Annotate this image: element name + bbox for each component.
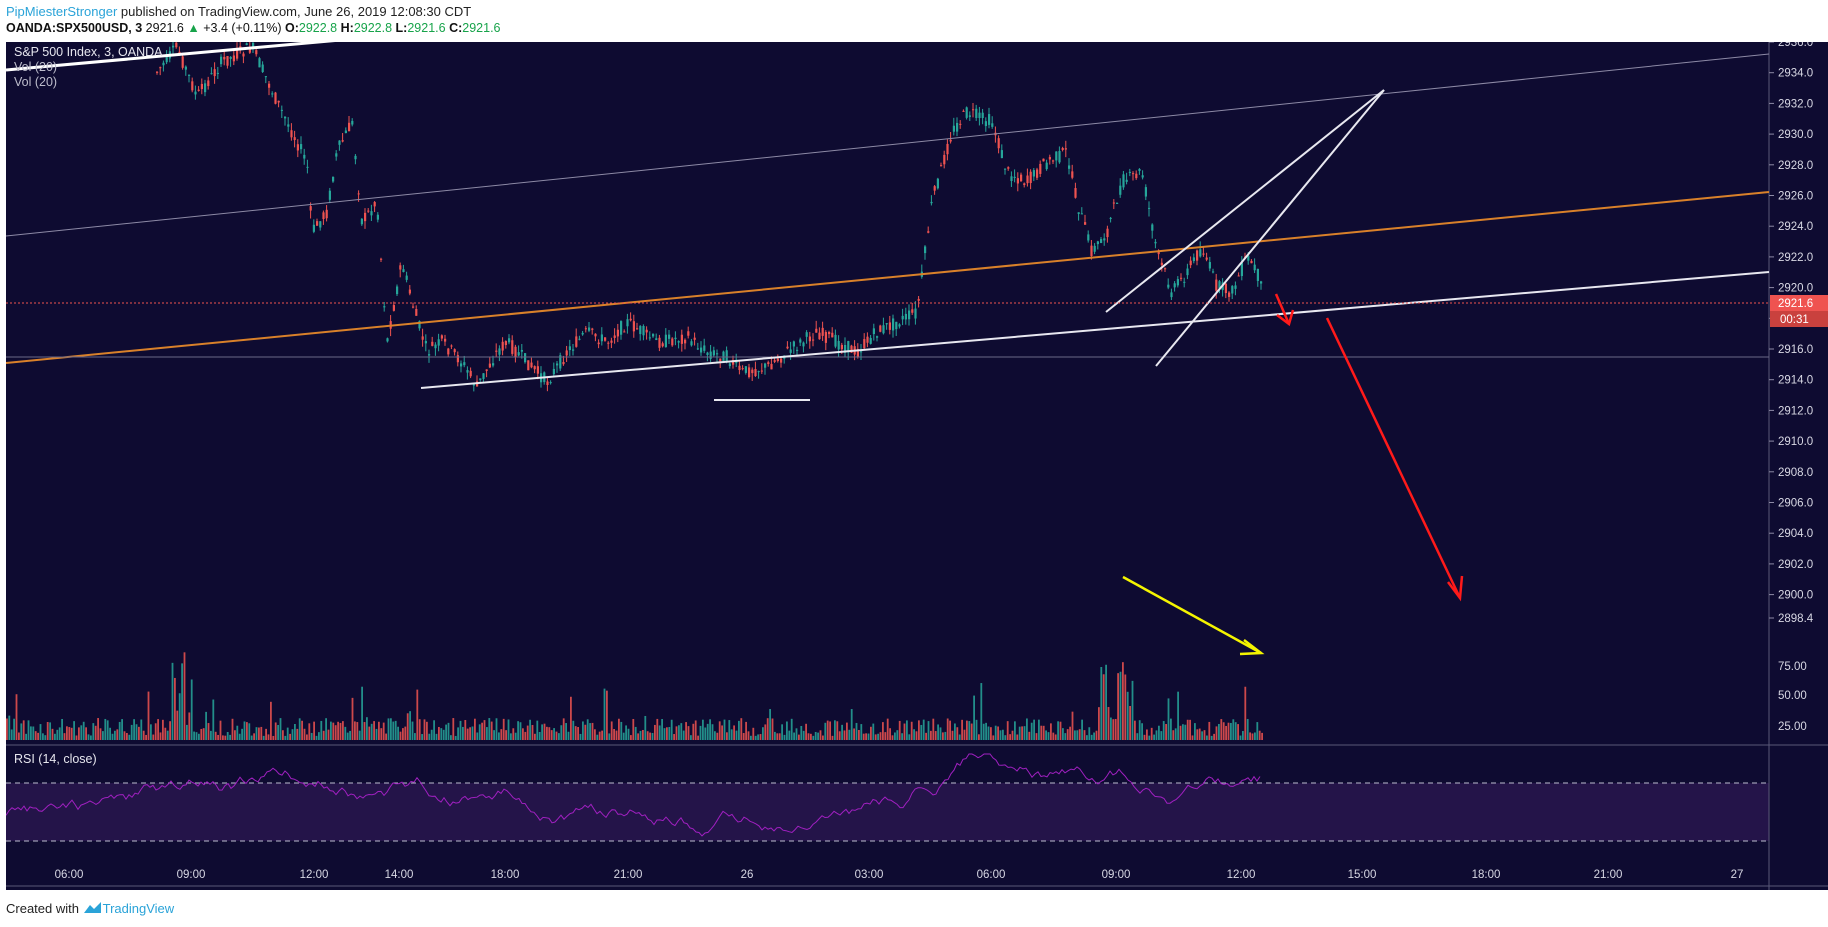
last-price-tag-label: 2921.6 — [1778, 298, 1813, 310]
last-price: 2921.6 — [145, 21, 184, 35]
publish-header: PipMiesterStronger published on TradingV… — [6, 4, 471, 20]
rsi-tick-label: 75.00 — [1778, 661, 1807, 673]
low-value: 2921.6 — [407, 21, 446, 35]
rsi-line — [5, 753, 1261, 837]
time-axis[interactable]: 06:00 09:00 12:00 14:00 18:00 21:00 26 03:00 06:… — [55, 869, 1744, 881]
price-tick-label: 2920.0 — [1778, 283, 1813, 295]
tradingview-brand-link[interactable]: TradingView — [102, 901, 175, 916]
open-value: 2922.8 — [298, 21, 338, 35]
rsi-band — [6, 783, 1769, 841]
author-link[interactable]: PipMiesterStronger — [6, 4, 118, 19]
legend-title: S&P 500 Index, 3, OANDA — [14, 45, 163, 59]
legend-rsi: RSI (14, close) — [14, 752, 97, 766]
time-tick-label: 21:00 — [614, 869, 643, 881]
time-tick-label: 12:00 — [300, 869, 329, 881]
price-tick-label: 2934.0 — [1778, 68, 1813, 80]
price-pane[interactable] — [6, 42, 1769, 745]
price-tick-label: 2906.0 — [1778, 498, 1813, 510]
high-value: 2922.8 — [353, 21, 393, 35]
orange-trend-line[interactable] — [5, 191, 1770, 364]
time-tick-label: 09:00 — [1102, 869, 1131, 881]
price-tick-label: 2916.0 — [1778, 344, 1813, 356]
close-value: 2921.6 — [462, 21, 501, 35]
top-left-trend-line[interactable] — [5, 36, 364, 72]
time-tick-label: 18:00 — [491, 869, 520, 881]
price-tick-label: 2928.0 — [1778, 160, 1813, 172]
high-label: H: — [340, 21, 354, 35]
countdown-tag — [1770, 311, 1828, 327]
time-tick-label: 15:00 — [1348, 869, 1377, 881]
volume-bars — [6, 652, 1263, 740]
upper-channel-line[interactable] — [5, 53, 1770, 237]
price-tick-label: 2908.0 — [1778, 467, 1813, 479]
price-tick-label: 2930.0 — [1778, 129, 1813, 141]
price-tick-label: 2898.4 — [1778, 613, 1814, 625]
rsi-axis[interactable]: 75.00 50.00 25.00 — [1778, 661, 1807, 733]
price-tick-label: 2922.0 — [1778, 252, 1813, 264]
ohlc-header: OANDA:SPX500USD, 3 2921.6 ▲ +3.4 (+0.11%… — [6, 21, 501, 37]
published-text: published on TradingView.com, June 26, 2… — [120, 4, 472, 19]
large-red-arrow-icon[interactable] — [1325, 317, 1464, 602]
legend-vol-2: Vol (20) — [14, 75, 57, 89]
rsi-tick-label: 25.00 — [1778, 721, 1807, 733]
price-tick-label: 2924.0 — [1778, 221, 1813, 233]
wedge-upper-line[interactable] — [1105, 89, 1385, 313]
tradingview-logo-icon — [83, 901, 103, 918]
price-tick-label: 2910.0 — [1778, 436, 1813, 448]
last-price-tag — [1770, 295, 1828, 311]
time-tick-label: 03:00 — [855, 869, 884, 881]
rsi-tick-label: 50.00 — [1778, 690, 1807, 702]
lower-support-line[interactable] — [420, 271, 1770, 389]
time-tick-label: 12:00 — [1227, 869, 1256, 881]
price-tick-label: 2904.0 — [1778, 528, 1813, 540]
small-red-arrow-icon[interactable] — [1274, 293, 1295, 327]
legend-vol-1: Vol (20) — [14, 60, 57, 74]
created-with-text: Created with — [6, 901, 79, 916]
time-tick-label: 27 — [1731, 869, 1744, 881]
time-tick-label: 09:00 — [177, 869, 206, 881]
countdown-label: 00:31 — [1780, 314, 1809, 326]
yellow-arrow-icon[interactable] — [1122, 575, 1265, 656]
time-tick-label: 06:00 — [977, 869, 1006, 881]
low-label: L: — [395, 21, 408, 35]
price-tick-label: 2936.0 — [1778, 42, 1813, 49]
symbol-label: OANDA:SPX500USD, 3 — [6, 21, 143, 35]
price-tick-label: 2902.0 — [1778, 559, 1813, 571]
close-label: C: — [449, 21, 463, 35]
chart-area[interactable]: S&P 500 Index, 3, OANDA Vol (20) Vol (20… — [5, 35, 1828, 890]
price-tick-label: 2926.0 — [1778, 191, 1813, 203]
time-tick-label: 21:00 — [1594, 869, 1623, 881]
time-tick-label: 14:00 — [385, 869, 414, 881]
time-tick-label: 06:00 — [55, 869, 84, 881]
price-tick-label: 2914.0 — [1778, 375, 1813, 387]
time-tick-label: 18:00 — [1472, 869, 1501, 881]
wedge-lower-line[interactable] — [1155, 89, 1385, 367]
price-axis[interactable]: 2936.0 2934.0 2932.0 2930.0 2928.0 2926.0 2924… — [1769, 37, 1814, 625]
chart-canvas[interactable]: S&P 500 Index, 3, OANDA Vol (20) Vol (20… — [5, 35, 1828, 890]
price-tick-label: 2912.0 — [1778, 405, 1813, 417]
open-label: O: — [285, 21, 299, 35]
footer: Created with TradingView — [6, 901, 174, 918]
price-tick-label: 2932.0 — [1778, 98, 1813, 110]
price-tick-label: 2900.0 — [1778, 590, 1813, 602]
time-tick-label: 26 — [741, 869, 754, 881]
price-change: +3.4 (+0.11%) — [203, 21, 282, 35]
up-arrow-icon: ▲ — [187, 21, 200, 35]
